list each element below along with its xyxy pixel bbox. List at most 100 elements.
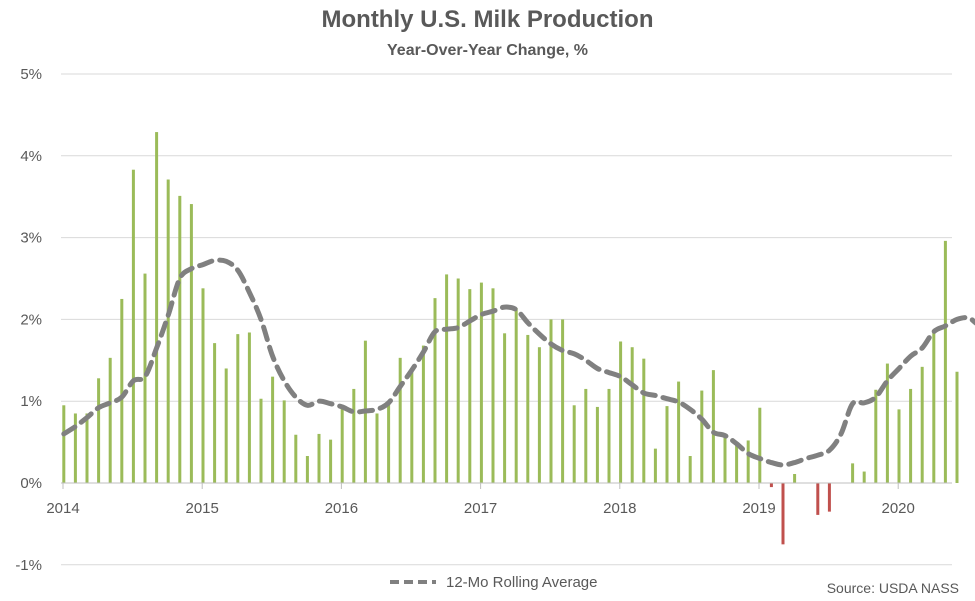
bar xyxy=(607,388,611,483)
bar xyxy=(503,333,507,483)
bar xyxy=(398,357,402,483)
chart-title: Monthly U.S. Milk Production xyxy=(321,6,654,33)
x-tick-label: 2018 xyxy=(603,500,636,517)
bar xyxy=(247,332,251,483)
bar xyxy=(189,204,193,483)
bar xyxy=(827,483,831,512)
y-tick-label: 1% xyxy=(20,393,42,410)
bar xyxy=(723,436,727,483)
bar xyxy=(793,474,797,483)
bar xyxy=(816,483,820,515)
bar xyxy=(329,439,333,483)
bar xyxy=(166,179,170,483)
bar xyxy=(317,433,321,483)
bar xyxy=(943,240,947,483)
y-tick-label: -1% xyxy=(15,557,42,574)
bar xyxy=(781,483,785,545)
x-tick-label: 2019 xyxy=(742,500,775,517)
y-tick-label: 4% xyxy=(20,148,42,165)
bar xyxy=(572,405,576,483)
x-tick-label: 2020 xyxy=(882,500,915,517)
bar xyxy=(178,195,182,483)
bar xyxy=(700,390,704,483)
gridlines xyxy=(61,73,952,566)
bar xyxy=(143,273,147,483)
bar xyxy=(410,370,414,483)
bar xyxy=(131,169,135,483)
bar xyxy=(387,402,391,483)
bar xyxy=(421,345,425,483)
bar xyxy=(874,389,878,483)
bar xyxy=(909,388,913,483)
bar xyxy=(920,366,924,483)
bar xyxy=(85,413,89,483)
bar xyxy=(932,332,936,483)
bar xyxy=(352,388,356,483)
bar xyxy=(537,347,541,483)
bar xyxy=(769,483,773,488)
bar xyxy=(665,406,669,483)
source-note: Source: USDA NASS xyxy=(826,580,959,596)
legend-dashed-line-swatch xyxy=(390,580,436,584)
bar xyxy=(711,370,715,483)
x-tick-label: 2014 xyxy=(46,500,79,517)
bar xyxy=(642,358,646,483)
y-tick-label: 0% xyxy=(20,475,42,492)
bar xyxy=(897,409,901,483)
bar xyxy=(201,288,205,483)
legend: 12-Mo Rolling Average xyxy=(388,572,597,592)
rolling-average-series xyxy=(61,257,975,468)
y-tick-label: 3% xyxy=(20,230,42,247)
bar xyxy=(758,407,762,483)
bar xyxy=(340,405,344,483)
bar xyxy=(97,378,101,483)
bar-series xyxy=(62,132,959,545)
bar xyxy=(549,319,553,483)
bar xyxy=(561,319,565,483)
bar xyxy=(213,343,217,483)
bar xyxy=(491,288,495,483)
chart-subtitle: Year-Over-Year Change, % xyxy=(387,42,588,59)
bar xyxy=(155,132,159,483)
bar xyxy=(885,363,889,483)
bar xyxy=(305,456,309,483)
bar xyxy=(653,448,657,483)
bar xyxy=(514,307,518,483)
bar xyxy=(619,341,623,483)
bar xyxy=(746,440,750,483)
bar xyxy=(108,357,112,483)
y-tick-label: 5% xyxy=(20,66,42,83)
bar xyxy=(282,400,286,483)
x-tick-label: 2015 xyxy=(186,500,219,517)
bar xyxy=(73,413,77,483)
bar xyxy=(120,298,124,483)
bar xyxy=(259,398,263,483)
bar xyxy=(584,388,588,483)
bar xyxy=(468,289,472,483)
y-tick-label: 2% xyxy=(20,311,42,328)
bar xyxy=(479,282,483,483)
bar xyxy=(62,405,66,483)
bar xyxy=(677,381,681,483)
bar xyxy=(735,442,739,483)
rolling-average-line xyxy=(61,257,975,468)
bar xyxy=(456,278,460,483)
legend-label: 12-Mo Rolling Average xyxy=(446,573,598,591)
bar xyxy=(862,471,866,483)
bar xyxy=(433,298,437,483)
bar xyxy=(236,334,240,483)
x-tick-label: 2016 xyxy=(325,500,358,517)
bar xyxy=(526,334,530,483)
bar xyxy=(271,376,275,483)
bar xyxy=(445,274,449,483)
axes: -1% 0% 1% 2% 3% 4% 5% 2014 2015 2016 2017 2018 2019 2… xyxy=(15,66,952,574)
x-tick-label: 2017 xyxy=(464,500,497,517)
bar xyxy=(630,347,634,483)
bar xyxy=(955,371,959,483)
bar xyxy=(851,463,855,483)
bar xyxy=(294,434,298,483)
bar xyxy=(224,368,228,483)
bar xyxy=(688,456,692,483)
bar xyxy=(375,413,379,483)
